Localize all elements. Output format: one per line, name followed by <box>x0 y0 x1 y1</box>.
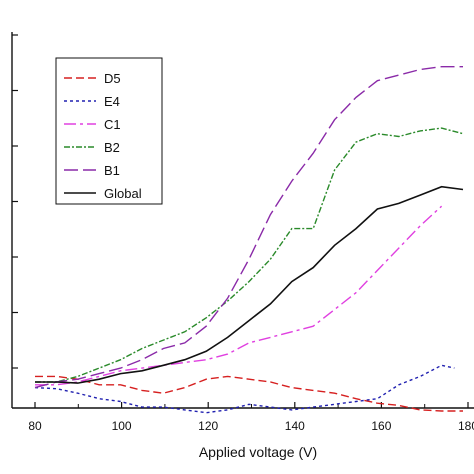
legend-label-b1: B1 <box>104 163 120 178</box>
series-line-e4 <box>34 364 455 414</box>
x-tick-label: 140 <box>285 419 305 433</box>
x-tick-label: 100 <box>112 419 132 433</box>
series-line-b2 <box>35 127 464 383</box>
series-layer <box>34 65 464 414</box>
legend-label-b2: B2 <box>104 140 120 155</box>
legend-box <box>55 57 163 205</box>
legend-entries: D5 E4 C1 B2 B1 Global <box>64 71 142 201</box>
x-tick-label: 120 <box>198 419 218 433</box>
x-ticks: 80 100 120 140 160 180 <box>28 402 474 433</box>
series-line-global <box>35 185 464 384</box>
series-line-b1 <box>34 65 463 389</box>
legend: D5 E4 C1 B2 B1 Global <box>55 57 163 205</box>
legend-label-c1: C1 <box>104 117 121 132</box>
x-axis-title: Applied voltage (V) <box>199 444 317 460</box>
axes <box>11 32 474 409</box>
legend-label-d5: D5 <box>104 71 121 86</box>
y-ticks <box>12 34 18 369</box>
series-line-d5 <box>35 375 463 412</box>
x-tick-label: 180 <box>458 419 474 433</box>
legend-label-e4: E4 <box>104 94 120 109</box>
x-tick-label: 160 <box>371 419 391 433</box>
legend-label-global: Global <box>104 186 142 201</box>
x-tick-label: 80 <box>28 419 42 433</box>
series-line-c1 <box>35 205 443 386</box>
